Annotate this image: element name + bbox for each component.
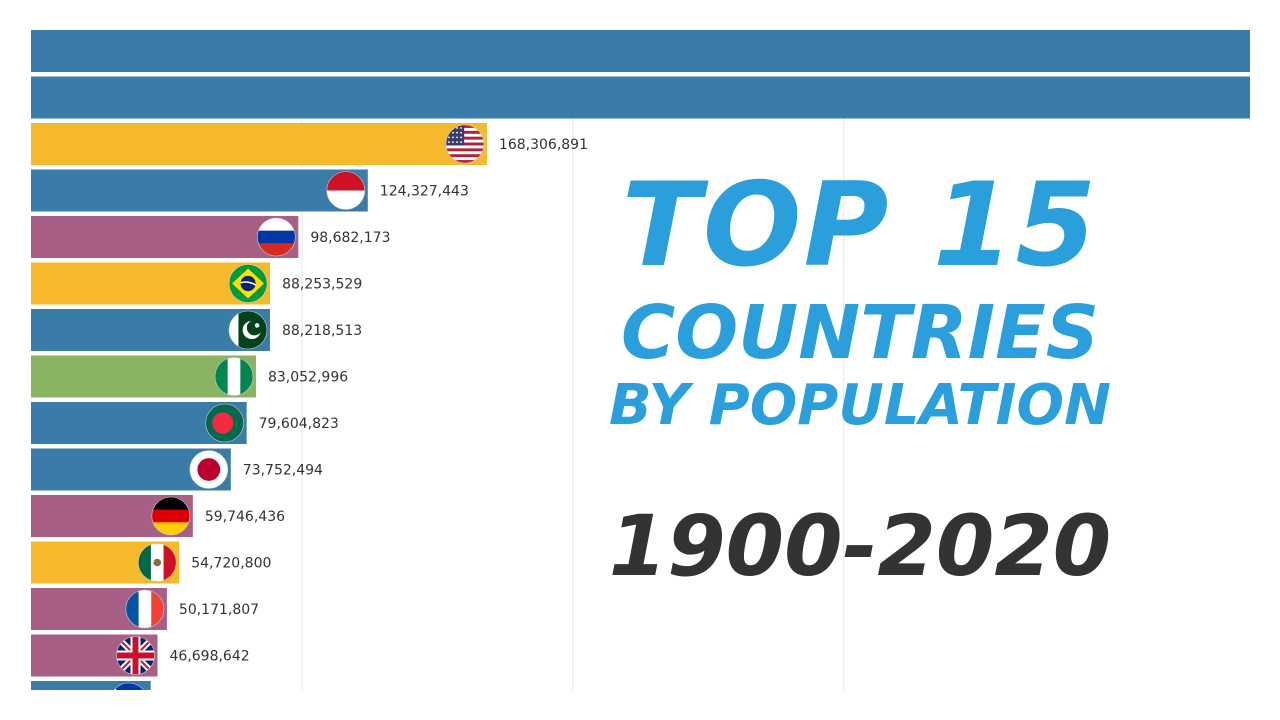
us-flag-icon xyxy=(445,124,485,164)
philippines-flag-icon xyxy=(109,682,148,690)
value-label: 46,698,642 xyxy=(170,649,250,665)
value-label: 88,218,513 xyxy=(282,323,362,339)
value-label: 54,720,800 xyxy=(191,556,271,572)
uk-flag-icon xyxy=(116,636,155,675)
bar-indonesia xyxy=(31,169,368,212)
germany-flag-icon xyxy=(151,496,191,536)
value-label: 98,682,173 xyxy=(310,230,390,246)
indonesia-flag-icon xyxy=(326,171,366,210)
nigeria-flag-icon xyxy=(214,357,254,396)
value-label: 124,327,443 xyxy=(380,184,469,200)
bar-india xyxy=(31,76,1250,119)
title-line-2: COUNTRIES xyxy=(620,290,1100,376)
value-label: 59,746,436 xyxy=(205,509,285,525)
bar-philippines xyxy=(31,681,151,690)
bar-united-states xyxy=(31,123,487,165)
value-label: 88,253,529 xyxy=(282,277,362,293)
value-label: 50,171,807 xyxy=(179,602,259,618)
plot-area: 168,306,891 124,327,443 98,682,173 88,253,5… xyxy=(31,30,1250,690)
title-line-1: TOP 15 xyxy=(621,158,1099,293)
value-label: 83,052,996 xyxy=(268,370,348,386)
mexico-flag-icon xyxy=(137,543,177,582)
brazil-flag-icon xyxy=(228,264,268,303)
title-line-3: BY POPULATION xyxy=(608,373,1111,438)
bar-china xyxy=(31,30,1250,72)
value-label: 168,306,891 xyxy=(499,137,588,153)
value-label: 73,752,494 xyxy=(243,463,323,479)
title-block: TOP 15 COUNTRIES BY POPULATION 1900-2020 xyxy=(560,158,1160,595)
year-range: 1900-2020 xyxy=(608,497,1112,595)
japan-flag-icon xyxy=(189,450,229,489)
value-label: 79,604,823 xyxy=(259,416,339,432)
bar-russia xyxy=(31,216,299,258)
russia-flag-icon xyxy=(257,217,296,257)
france-flag-icon xyxy=(125,589,165,629)
pakistan-flag-icon xyxy=(228,310,268,350)
bangladesh-flag-icon xyxy=(205,403,244,443)
